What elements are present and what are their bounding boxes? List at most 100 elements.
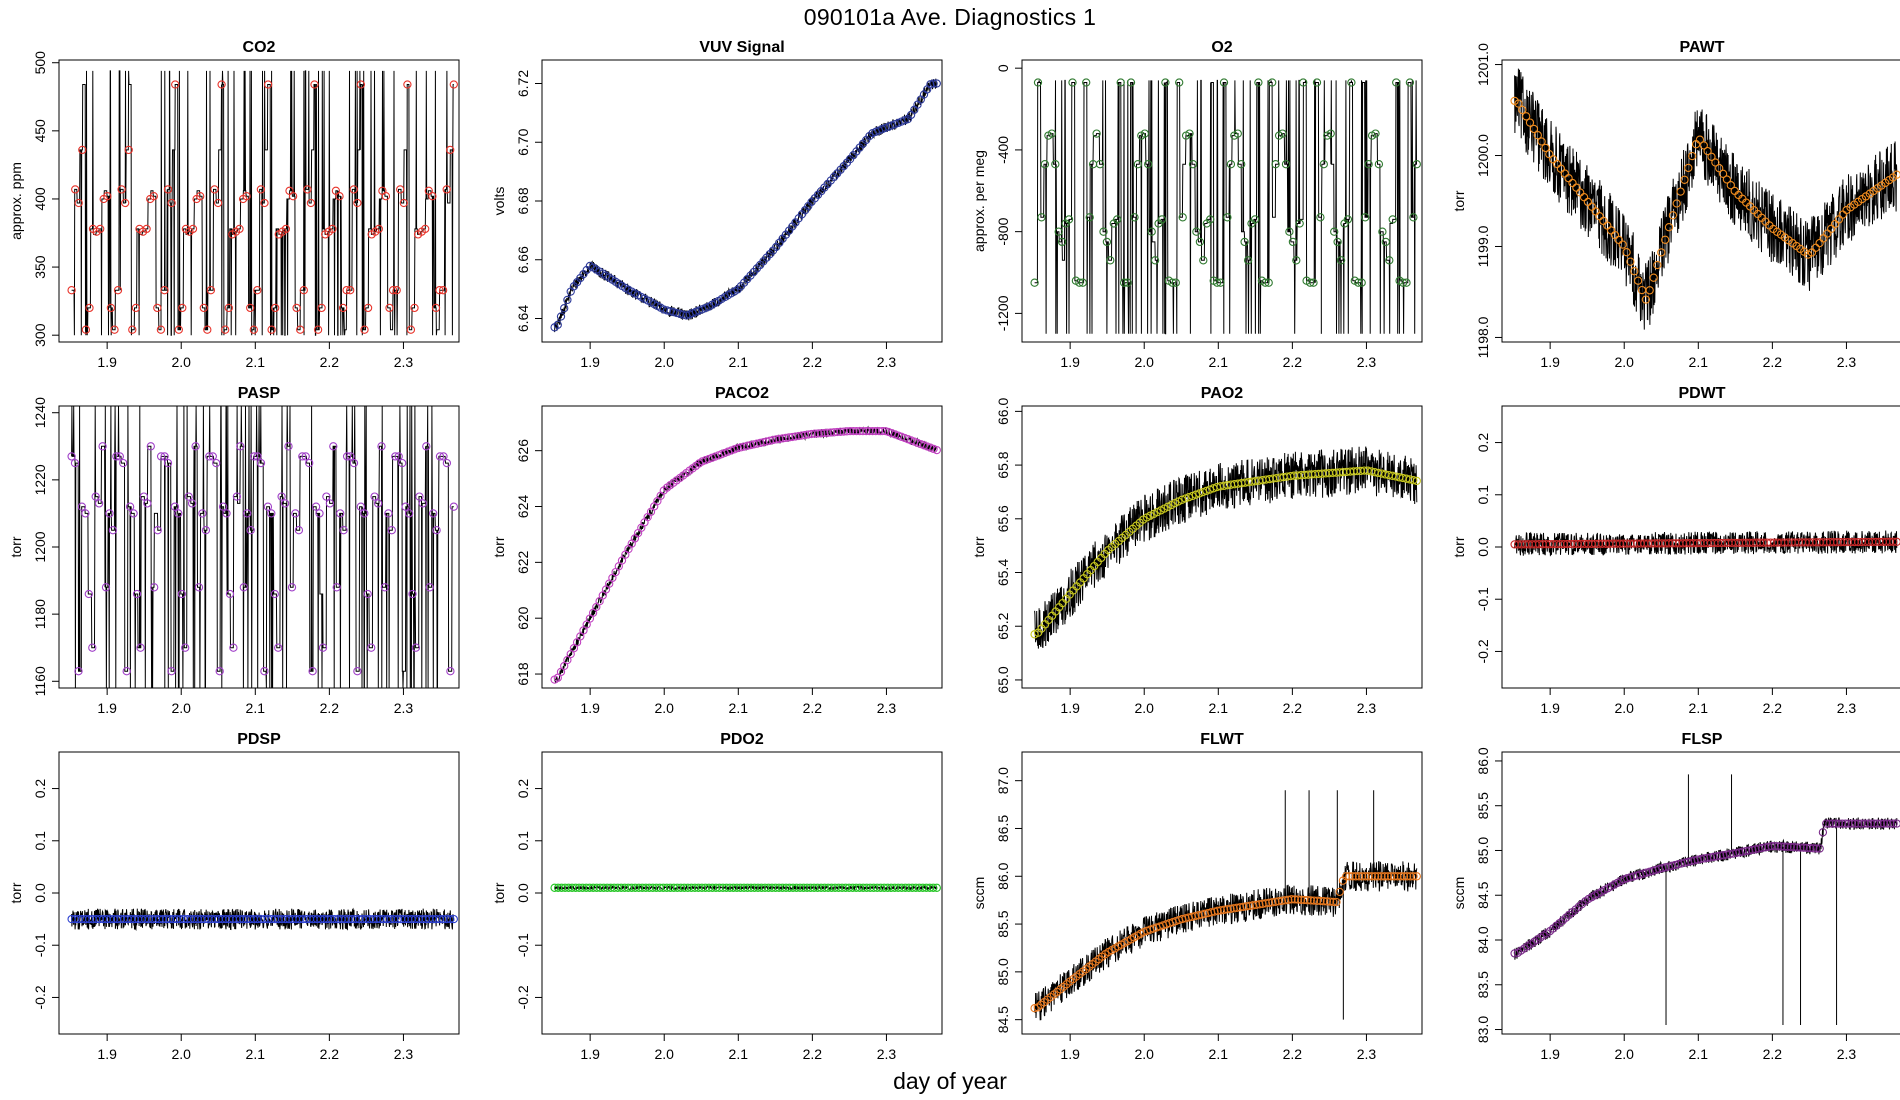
- data-point: [1367, 872, 1376, 881]
- data-point: [191, 442, 200, 451]
- data-point: [346, 286, 355, 295]
- data-point: [1195, 489, 1204, 498]
- data-point: [442, 185, 451, 194]
- data-point: [1889, 537, 1898, 546]
- panel-pdsp: PDSP 1.9 2.0 2.1 2.2 2.3 -0.2 -0.1 0.0 0.1 0.2 torr: [8, 731, 460, 1062]
- data-point: [1261, 899, 1271, 908]
- data-point: [263, 80, 273, 89]
- data-point: [1343, 215, 1353, 224]
- data-point: [1245, 901, 1254, 910]
- data-point: [1825, 819, 1834, 828]
- data-point: [131, 303, 141, 313]
- data-point: [1883, 819, 1892, 828]
- raw-trace: [1034, 860, 1418, 1021]
- data-point: [1541, 143, 1550, 153]
- data-point: [406, 325, 416, 334]
- data-point: [1393, 872, 1402, 881]
- x-tick-label: 2.3: [1837, 1046, 1857, 1062]
- data-point: [1168, 278, 1177, 287]
- data-point: [836, 427, 845, 436]
- data-point: [1892, 170, 1900, 179]
- data-point: [1185, 129, 1194, 138]
- data-point: [1385, 256, 1394, 265]
- data-point: [1144, 160, 1153, 169]
- data-point: [1216, 278, 1225, 287]
- data-point: [794, 431, 803, 441]
- data-point: [784, 433, 794, 442]
- y-tick-label: 6.72: [515, 70, 531, 97]
- data-point: [1199, 256, 1208, 265]
- data-point: [849, 426, 858, 436]
- data-point: [1777, 842, 1786, 851]
- data-point: [1822, 819, 1831, 828]
- y-tick-label: -0.1: [32, 933, 48, 957]
- data-point: [1335, 887, 1344, 897]
- plot-frame: [541, 59, 943, 343]
- data-point: [1219, 78, 1229, 87]
- data-point: [1133, 160, 1143, 169]
- data-point: [1786, 842, 1795, 852]
- x-tick-label: 2.0: [1614, 700, 1634, 716]
- data-point: [1676, 187, 1685, 196]
- data-point: [113, 286, 123, 295]
- data-point: [842, 427, 852, 436]
- data-point: [1316, 896, 1325, 906]
- data-point: [800, 430, 810, 440]
- data-point: [1322, 897, 1332, 906]
- data-point: [338, 303, 348, 313]
- data-point: [167, 198, 176, 208]
- data-point: [1309, 278, 1318, 287]
- data-point: [1336, 256, 1346, 265]
- data-point: [360, 509, 369, 518]
- data-point: [1226, 904, 1235, 913]
- panel-flwt: FLWT 1.9 2.0 2.1 2.2 2.3 84.5 85.0 85.5 86.0 86.5 8…: [971, 731, 1423, 1062]
- data-point: [1760, 843, 1770, 852]
- y-tick-label: 0.1: [1475, 485, 1491, 505]
- data-point: [298, 452, 307, 461]
- data-point: [1184, 493, 1194, 502]
- data-point: [1354, 872, 1364, 881]
- data-point: [1092, 129, 1101, 138]
- data-point: [868, 426, 877, 436]
- data-point: [349, 458, 359, 468]
- data-point: [246, 526, 255, 535]
- data-point: [243, 509, 252, 518]
- data-point: [1290, 895, 1299, 904]
- data-point: [313, 325, 323, 334]
- plot-frame: [1021, 751, 1423, 1035]
- data-point: [1240, 237, 1249, 247]
- panel-pao2: PAO2 1.9 2.0 2.1 2.2 2.3 65.0 65.2 65.4 65.6 65.8 6…: [971, 385, 1423, 716]
- data-point: [88, 643, 97, 652]
- data-point: [310, 80, 319, 89]
- y-axis-label: sccm: [971, 877, 987, 910]
- data-point: [1195, 237, 1205, 247]
- data-point: [106, 303, 116, 313]
- data-point: [1514, 99, 1523, 108]
- data-point: [1703, 146, 1712, 156]
- data-point: [1522, 112, 1531, 121]
- data-point: [556, 312, 566, 321]
- x-tick-label: 1.9: [580, 1046, 600, 1062]
- y-tick-label: 0.1: [515, 831, 531, 851]
- data-point: [1799, 843, 1808, 852]
- data-point: [756, 438, 765, 448]
- data-point: [1533, 131, 1542, 140]
- panel-title: FLSP: [1682, 731, 1723, 748]
- data-point: [823, 428, 832, 437]
- data-point: [81, 325, 91, 334]
- x-tick-label: 2.3: [1357, 354, 1377, 370]
- data-point: [1805, 843, 1815, 853]
- plot-frame: [541, 751, 943, 1035]
- data-point: [132, 589, 142, 599]
- data-point: [1803, 250, 1813, 259]
- x-tick-label: 2.1: [246, 354, 266, 370]
- data-point: [1206, 215, 1215, 224]
- data-point: [404, 509, 414, 518]
- data-point: [1863, 819, 1873, 828]
- y-tick-label: 0.2: [1475, 433, 1491, 453]
- data-point: [1409, 476, 1418, 485]
- data-point: [1699, 854, 1709, 863]
- data-point: [791, 432, 800, 441]
